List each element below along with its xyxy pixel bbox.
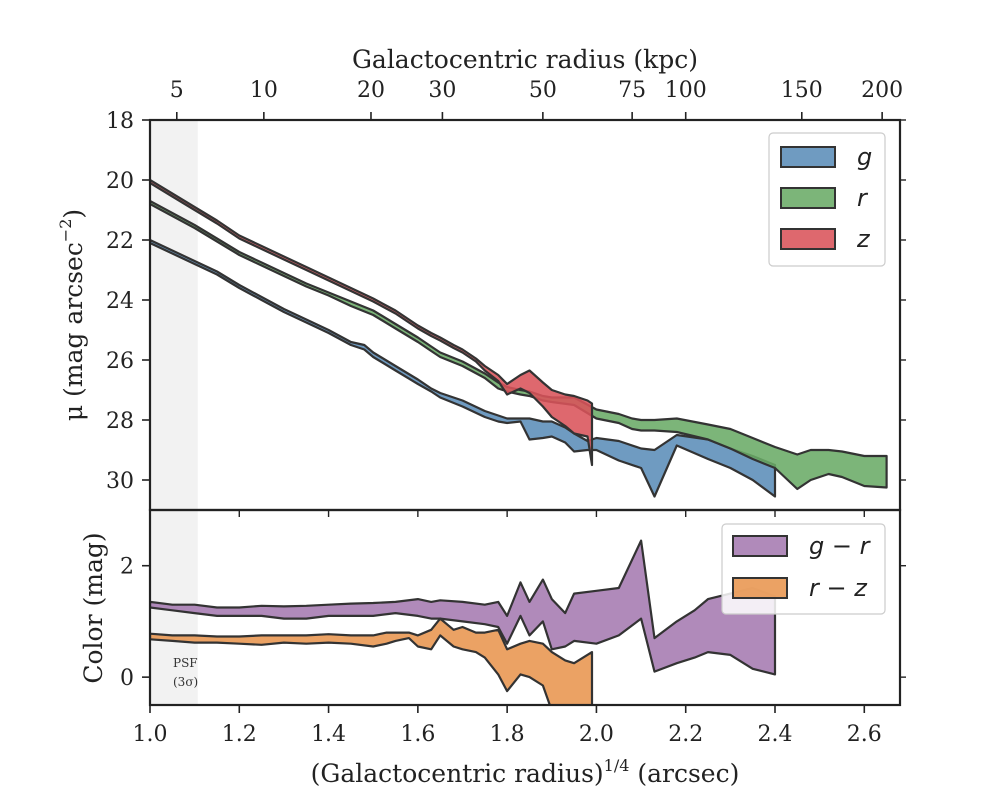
top-y-axis-title-sup: −2 — [56, 219, 75, 243]
y-tick-label-color-0: 0 — [120, 666, 134, 691]
x-tick-label-1-2: 1.2 — [222, 722, 257, 747]
y-tick-label-surface-brightness-24: 24 — [106, 289, 134, 314]
axis-ticks: 1.0 1.2 1.4 1.6 1.8 2.0 2.2 2.4 2.65 10 20 30 50 75 10… — [106, 78, 906, 747]
x-axis-title-sup: 1/4 — [604, 756, 630, 775]
surface-brightness-bands — [150, 178, 888, 498]
top-tick-label-75: 75 — [618, 78, 646, 103]
top-axis-title: Galactocentric radius (kpc) — [352, 45, 698, 74]
x-axis-title: (Galactocentric radius)1/4 (arcsec) — [311, 756, 740, 788]
x-axis-title-unit: (arcsec) — [637, 759, 739, 788]
y-tick-label-surface-brightness-28: 28 — [106, 409, 134, 434]
x-tick-label-1-4: 1.4 — [311, 722, 346, 747]
x-tick-label-2-4: 2.4 — [758, 722, 793, 747]
y-tick-label-surface-brightness-18: 18 — [106, 109, 134, 134]
psf-label-line2: (3σ) — [173, 675, 198, 689]
top-y-axis-title: μ (mag arcsec−2) — [56, 209, 88, 421]
legend-swatch-g-r — [732, 535, 788, 557]
top-tick-label-10: 10 — [250, 78, 278, 103]
x-axis-title-space — [629, 759, 637, 788]
x-tick-label-1-6: 1.6 — [400, 722, 435, 747]
top-tick-label-50: 50 — [529, 78, 557, 103]
legend-label-r: r — [857, 184, 869, 212]
y-tick-label-surface-brightness-30: 30 — [106, 469, 134, 494]
band-g — [150, 238, 777, 498]
y-tick-label-color-2: 2 — [120, 555, 134, 580]
top-tick-label-30: 30 — [428, 78, 456, 103]
x-tick-label-2-6: 2.6 — [847, 722, 882, 747]
y-tick-label-surface-brightness-22: 22 — [106, 229, 134, 254]
legend-top-panel: grz — [768, 132, 886, 267]
top-tick-label-150: 150 — [781, 78, 823, 103]
bottom-panel-frame — [148, 508, 902, 707]
top-tick-label-5: 5 — [170, 78, 184, 103]
top-tick-label-20: 20 — [357, 78, 385, 103]
band-g-r — [150, 539, 777, 676]
psf-label-line1: PSF — [173, 656, 198, 670]
y-tick-label-surface-brightness-26: 26 — [106, 349, 134, 374]
x-tick-label-2-0: 2.0 — [579, 722, 614, 747]
y-tick-label-surface-brightness-20: 20 — [106, 169, 134, 194]
band-r-z — [150, 617, 594, 705]
bottom-y-axis-title: Color (mag) — [79, 532, 108, 683]
color-bands — [150, 539, 777, 705]
top-y-axis-title-end: ) — [59, 209, 88, 219]
top-tick-label-200: 200 — [861, 78, 903, 103]
x-tick-label-2-2: 2.2 — [668, 722, 703, 747]
legend-label-z: z — [856, 225, 871, 253]
legend-swatch-g — [780, 146, 836, 168]
band-z — [150, 178, 594, 467]
legend-bottom-panel: g − r r − z — [721, 523, 886, 615]
top-y-axis-title-main: μ (mag arcsec — [59, 242, 88, 421]
band-r — [150, 199, 888, 491]
legend-swatch-r-z — [732, 577, 788, 599]
top-tick-label-100: 100 — [665, 78, 707, 103]
legend-label-r-z: r − z — [809, 574, 868, 602]
x-axis-title-main: (Galactocentric radius) — [311, 759, 604, 788]
legend-swatch-r — [780, 187, 836, 209]
x-tick-label-1-8: 1.8 — [490, 722, 525, 747]
x-tick-label-1-0: 1.0 — [133, 722, 168, 747]
legend-label-g: g — [857, 143, 872, 171]
legend-label-g-r: g − r — [809, 532, 872, 560]
legend-swatch-z — [780, 228, 836, 250]
